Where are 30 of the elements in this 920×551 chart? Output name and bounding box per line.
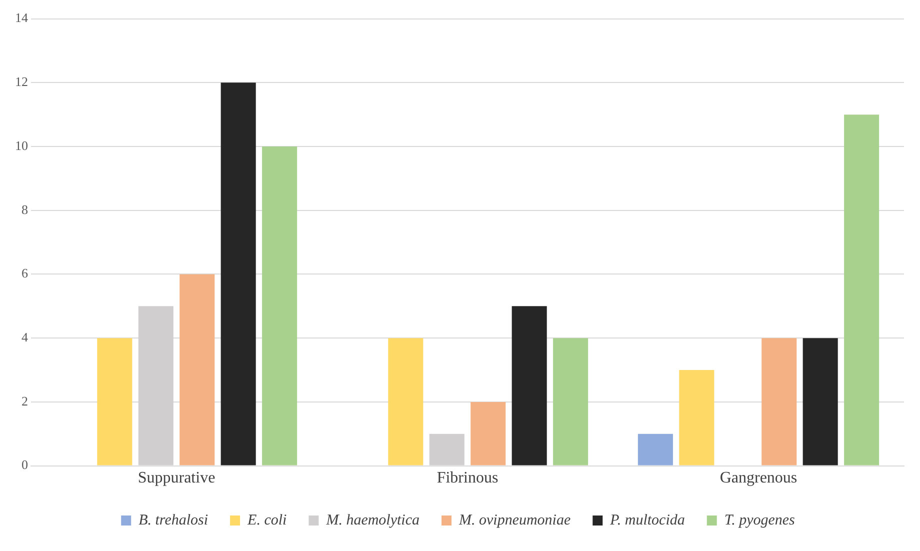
x-tick-label: Gangrenous — [720, 470, 798, 487]
legend-label: M. ovipneumoniae — [458, 512, 571, 528]
y-tick-label: 10 — [15, 138, 28, 153]
bar — [638, 434, 673, 466]
bar — [844, 114, 880, 466]
legend-label: E. coli — [246, 512, 287, 528]
y-tick-label: 12 — [15, 74, 28, 90]
y-tick-label: 6 — [22, 266, 28, 281]
legend-label: B. trehalosi — [138, 512, 208, 528]
bar — [553, 338, 588, 466]
y-tick-label: 4 — [22, 330, 28, 345]
legend-label: T. pyogenes — [724, 512, 796, 528]
bar — [679, 370, 714, 466]
y-tick-label: 2 — [22, 393, 28, 408]
legend-label: P. multocida — [609, 512, 685, 528]
bar — [388, 338, 424, 466]
y-tick-label: 8 — [22, 202, 28, 217]
bar — [470, 402, 506, 466]
bar — [802, 338, 838, 466]
legend-label: M. haemolytica — [325, 512, 420, 528]
y-tick-label: 14 — [15, 10, 28, 26]
y-tick-label: 0 — [22, 457, 28, 472]
bar — [220, 82, 256, 466]
bar — [180, 274, 215, 466]
x-tick-label: Fibrinous — [436, 470, 498, 487]
bar — [512, 306, 547, 466]
bar — [97, 338, 132, 466]
x-tick-label: Suppurative — [138, 470, 216, 487]
bar — [762, 338, 797, 466]
bar — [262, 146, 298, 466]
